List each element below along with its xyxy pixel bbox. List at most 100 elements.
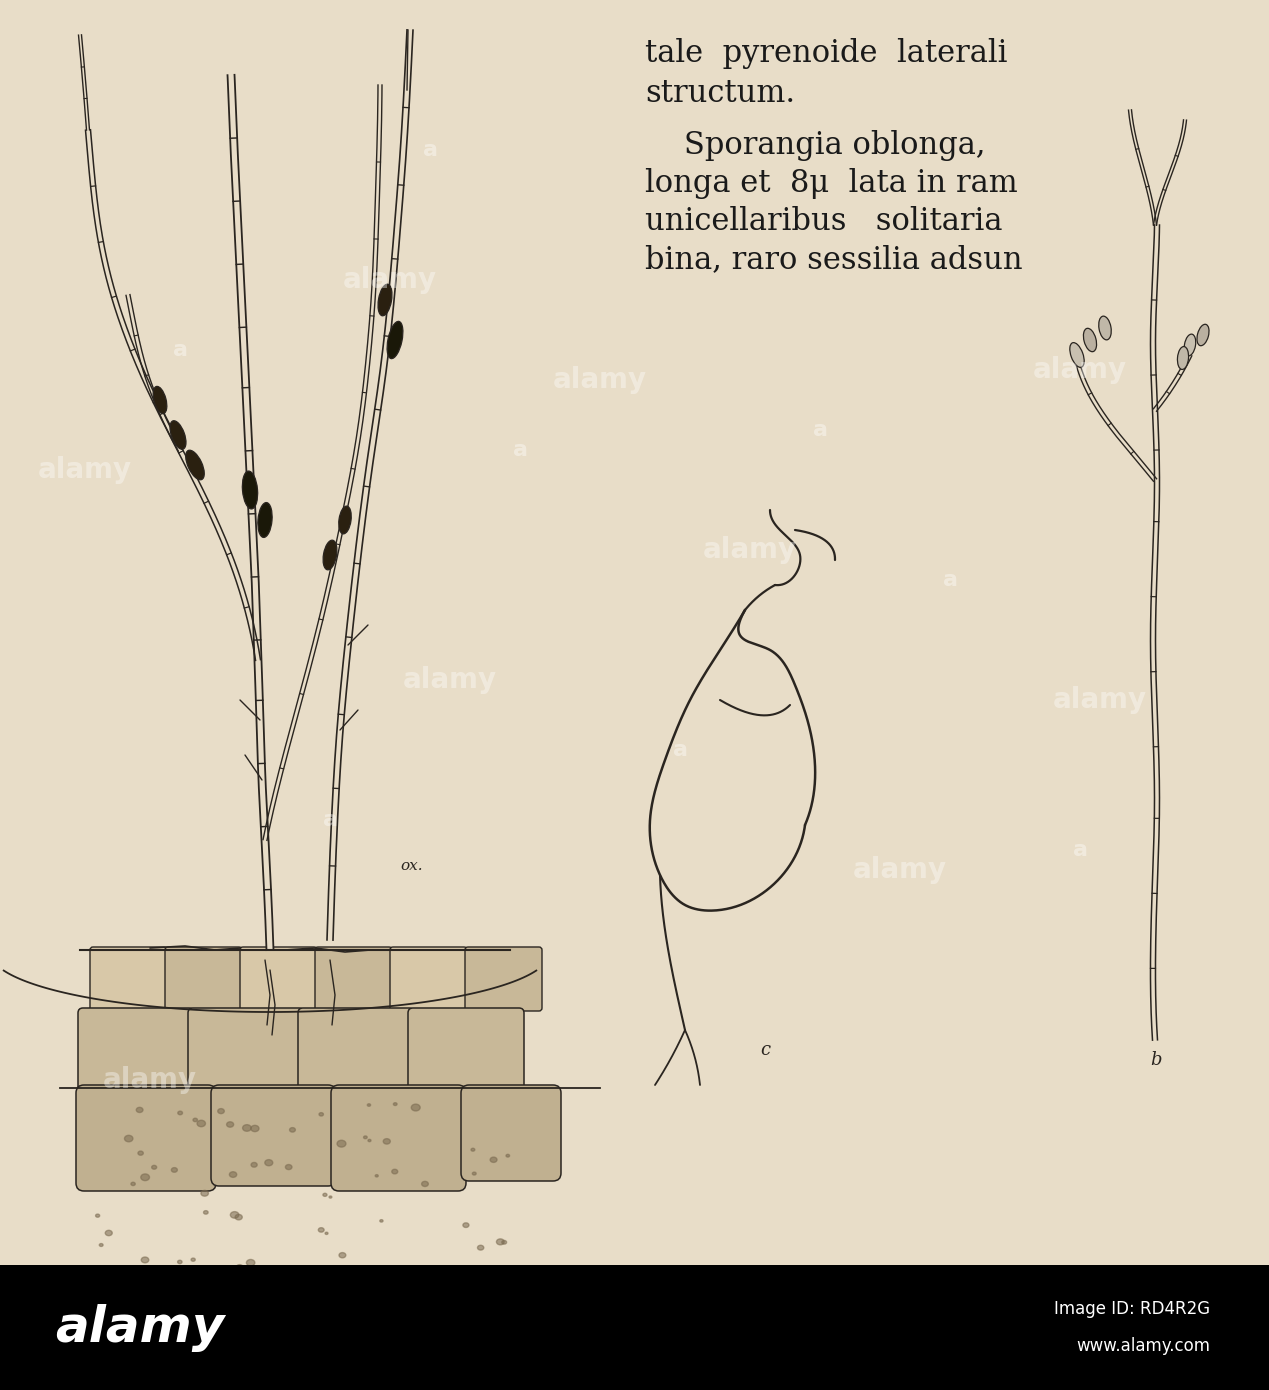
Ellipse shape bbox=[185, 450, 204, 480]
Ellipse shape bbox=[378, 284, 392, 316]
Ellipse shape bbox=[339, 1252, 346, 1258]
Ellipse shape bbox=[345, 1270, 352, 1275]
Text: Image ID: RD4R2G: Image ID: RD4R2G bbox=[1053, 1300, 1211, 1318]
Text: c: c bbox=[760, 1041, 770, 1059]
Ellipse shape bbox=[242, 471, 258, 509]
Ellipse shape bbox=[201, 1190, 208, 1197]
FancyBboxPatch shape bbox=[76, 1086, 216, 1191]
Text: a: a bbox=[673, 739, 688, 760]
FancyBboxPatch shape bbox=[240, 947, 317, 1011]
Ellipse shape bbox=[339, 506, 352, 534]
Ellipse shape bbox=[411, 1104, 420, 1111]
Polygon shape bbox=[327, 29, 412, 940]
FancyBboxPatch shape bbox=[77, 1008, 194, 1093]
Ellipse shape bbox=[160, 1304, 168, 1311]
Ellipse shape bbox=[496, 1238, 504, 1245]
FancyBboxPatch shape bbox=[90, 947, 168, 1011]
Ellipse shape bbox=[421, 1182, 429, 1187]
Ellipse shape bbox=[393, 1102, 397, 1105]
Ellipse shape bbox=[258, 503, 272, 538]
FancyBboxPatch shape bbox=[390, 947, 467, 1011]
Ellipse shape bbox=[141, 1175, 150, 1180]
Polygon shape bbox=[79, 35, 90, 131]
Ellipse shape bbox=[265, 1159, 273, 1166]
Ellipse shape bbox=[322, 1193, 327, 1197]
Text: Sporangia oblonga,: Sporangia oblonga, bbox=[645, 131, 986, 161]
Text: b: b bbox=[1150, 1051, 1161, 1069]
Text: alamy: alamy bbox=[853, 856, 947, 884]
Polygon shape bbox=[263, 85, 382, 841]
Polygon shape bbox=[1154, 120, 1187, 225]
Polygon shape bbox=[126, 295, 181, 450]
Polygon shape bbox=[1154, 354, 1192, 411]
Ellipse shape bbox=[471, 1148, 475, 1151]
Ellipse shape bbox=[131, 1183, 136, 1186]
Text: a: a bbox=[812, 420, 827, 441]
Ellipse shape bbox=[379, 1219, 383, 1222]
Ellipse shape bbox=[99, 1244, 103, 1247]
Text: alamy: alamy bbox=[553, 366, 647, 393]
Ellipse shape bbox=[319, 1227, 324, 1232]
Ellipse shape bbox=[231, 1212, 239, 1218]
Ellipse shape bbox=[289, 1127, 296, 1131]
FancyBboxPatch shape bbox=[461, 1086, 561, 1182]
Ellipse shape bbox=[367, 1104, 371, 1106]
Ellipse shape bbox=[251, 1126, 259, 1131]
Ellipse shape bbox=[154, 386, 166, 414]
FancyBboxPatch shape bbox=[188, 1008, 305, 1093]
Text: www.alamy.com: www.alamy.com bbox=[1076, 1337, 1211, 1355]
Ellipse shape bbox=[298, 1275, 302, 1277]
Polygon shape bbox=[85, 129, 260, 660]
Ellipse shape bbox=[542, 1272, 546, 1275]
Ellipse shape bbox=[1099, 316, 1112, 341]
Ellipse shape bbox=[325, 1232, 327, 1234]
Ellipse shape bbox=[242, 1125, 251, 1131]
Text: alamy: alamy bbox=[703, 537, 797, 564]
Ellipse shape bbox=[197, 1120, 206, 1127]
Ellipse shape bbox=[218, 1109, 225, 1113]
Ellipse shape bbox=[170, 421, 187, 449]
Ellipse shape bbox=[230, 1172, 237, 1177]
Ellipse shape bbox=[1070, 342, 1084, 367]
Ellipse shape bbox=[477, 1245, 483, 1250]
Text: unicellaribus   solitaria: unicellaribus solitaria bbox=[645, 206, 1003, 238]
Ellipse shape bbox=[324, 541, 336, 570]
Text: alamy: alamy bbox=[38, 456, 132, 484]
Ellipse shape bbox=[171, 1168, 178, 1172]
Ellipse shape bbox=[246, 1259, 255, 1266]
Text: bina, raro sessilia adsun: bina, raro sessilia adsun bbox=[645, 245, 1023, 275]
Ellipse shape bbox=[173, 1297, 179, 1301]
FancyBboxPatch shape bbox=[211, 1086, 336, 1186]
FancyBboxPatch shape bbox=[409, 1008, 524, 1093]
FancyBboxPatch shape bbox=[165, 947, 242, 1011]
Ellipse shape bbox=[192, 1258, 195, 1261]
Text: a: a bbox=[322, 810, 338, 830]
Ellipse shape bbox=[105, 1230, 112, 1236]
Ellipse shape bbox=[259, 1309, 266, 1315]
Ellipse shape bbox=[363, 1305, 367, 1307]
Ellipse shape bbox=[364, 1136, 367, 1138]
Ellipse shape bbox=[387, 321, 402, 359]
Ellipse shape bbox=[266, 1308, 269, 1311]
Ellipse shape bbox=[377, 1291, 386, 1298]
Text: ox.: ox. bbox=[400, 859, 423, 873]
Polygon shape bbox=[1151, 225, 1160, 1040]
Text: a: a bbox=[943, 570, 958, 589]
Ellipse shape bbox=[203, 1211, 208, 1213]
Ellipse shape bbox=[199, 1315, 204, 1319]
Ellipse shape bbox=[138, 1151, 143, 1155]
Polygon shape bbox=[1128, 110, 1156, 225]
FancyBboxPatch shape bbox=[464, 947, 542, 1011]
FancyBboxPatch shape bbox=[315, 947, 392, 1011]
Ellipse shape bbox=[495, 1272, 501, 1277]
Ellipse shape bbox=[463, 1223, 470, 1227]
Ellipse shape bbox=[464, 1291, 467, 1293]
Ellipse shape bbox=[104, 1301, 108, 1305]
Ellipse shape bbox=[424, 1272, 426, 1273]
Ellipse shape bbox=[141, 1257, 148, 1264]
Ellipse shape bbox=[89, 1280, 96, 1286]
Text: tale  pyrenoide  laterali: tale pyrenoide laterali bbox=[645, 38, 1008, 70]
Text: alamy: alamy bbox=[1033, 356, 1127, 384]
Ellipse shape bbox=[253, 1314, 261, 1320]
Ellipse shape bbox=[338, 1140, 346, 1147]
